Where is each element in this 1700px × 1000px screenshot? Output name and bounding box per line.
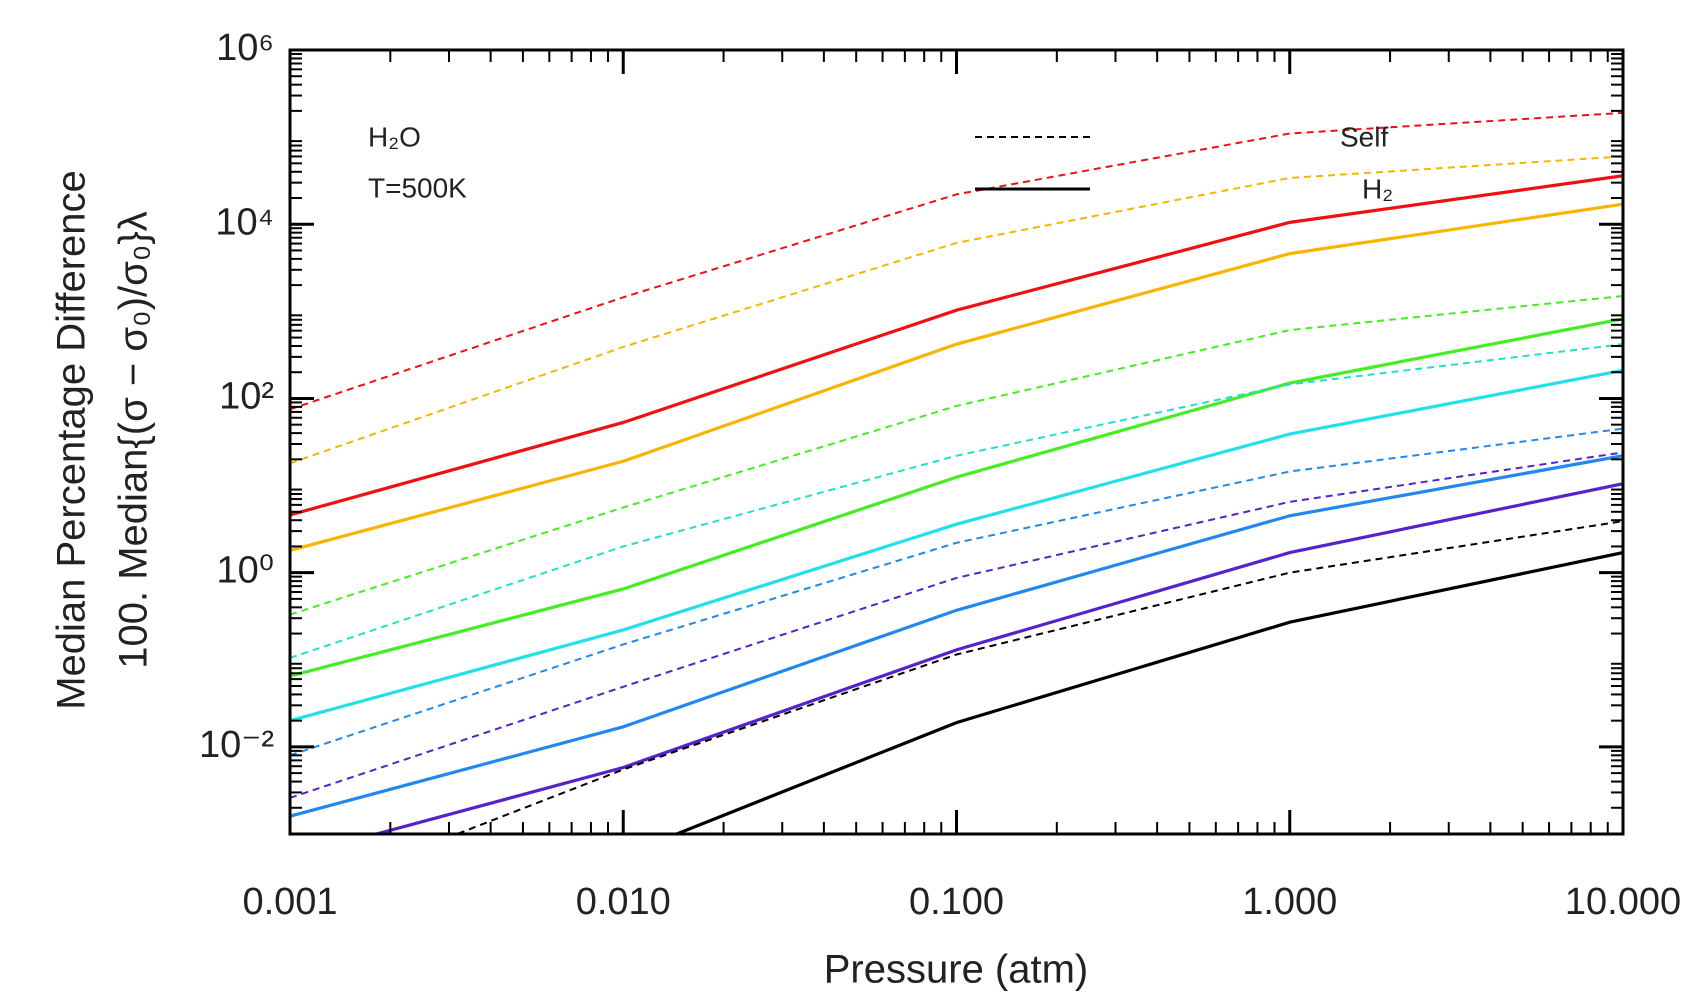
series-line bbox=[370, 482, 1623, 834]
series-line bbox=[290, 155, 1623, 465]
x-tick-label: 0.010 bbox=[576, 881, 671, 923]
y-tick-label: 10⁶ bbox=[216, 27, 274, 69]
series-line bbox=[672, 551, 1623, 834]
series-line bbox=[290, 294, 1623, 616]
series-line bbox=[290, 202, 1623, 552]
series-line bbox=[290, 174, 1623, 517]
series-line bbox=[454, 520, 1623, 834]
y-axis-label: 100. Median{(σ − σ₀)/σ₀}λ bbox=[112, 211, 156, 668]
plot-area bbox=[290, 111, 1623, 834]
x-tick-label: 0.001 bbox=[242, 881, 337, 923]
series-line bbox=[290, 343, 1623, 659]
series-line bbox=[290, 317, 1623, 678]
annotation: T=500K bbox=[368, 172, 467, 203]
series-line bbox=[290, 111, 1623, 411]
legend-label: H₂ bbox=[1362, 173, 1393, 204]
y-tick-label: 10⁴ bbox=[215, 201, 274, 243]
y-tick-label: 10⁰ bbox=[216, 550, 274, 592]
y-axis-label: Median Percentage Difference bbox=[50, 170, 94, 710]
plot-frame bbox=[288, 48, 1625, 836]
x-axis-label: Pressure (atm) bbox=[824, 948, 1089, 992]
y-tick-label: 10⁻² bbox=[199, 724, 274, 766]
x-tick-label: 10.000 bbox=[1565, 881, 1681, 923]
x-tick-label: 1.000 bbox=[1242, 881, 1337, 923]
y-tick-label: 10² bbox=[219, 375, 274, 417]
series-line bbox=[290, 427, 1623, 757]
series-line bbox=[290, 451, 1623, 799]
legend-label: Self bbox=[1340, 121, 1388, 152]
series-line bbox=[290, 454, 1623, 818]
x-tick-label: 0.100 bbox=[909, 881, 1004, 923]
series-line bbox=[290, 368, 1623, 723]
annotation: H₂O bbox=[368, 121, 421, 152]
